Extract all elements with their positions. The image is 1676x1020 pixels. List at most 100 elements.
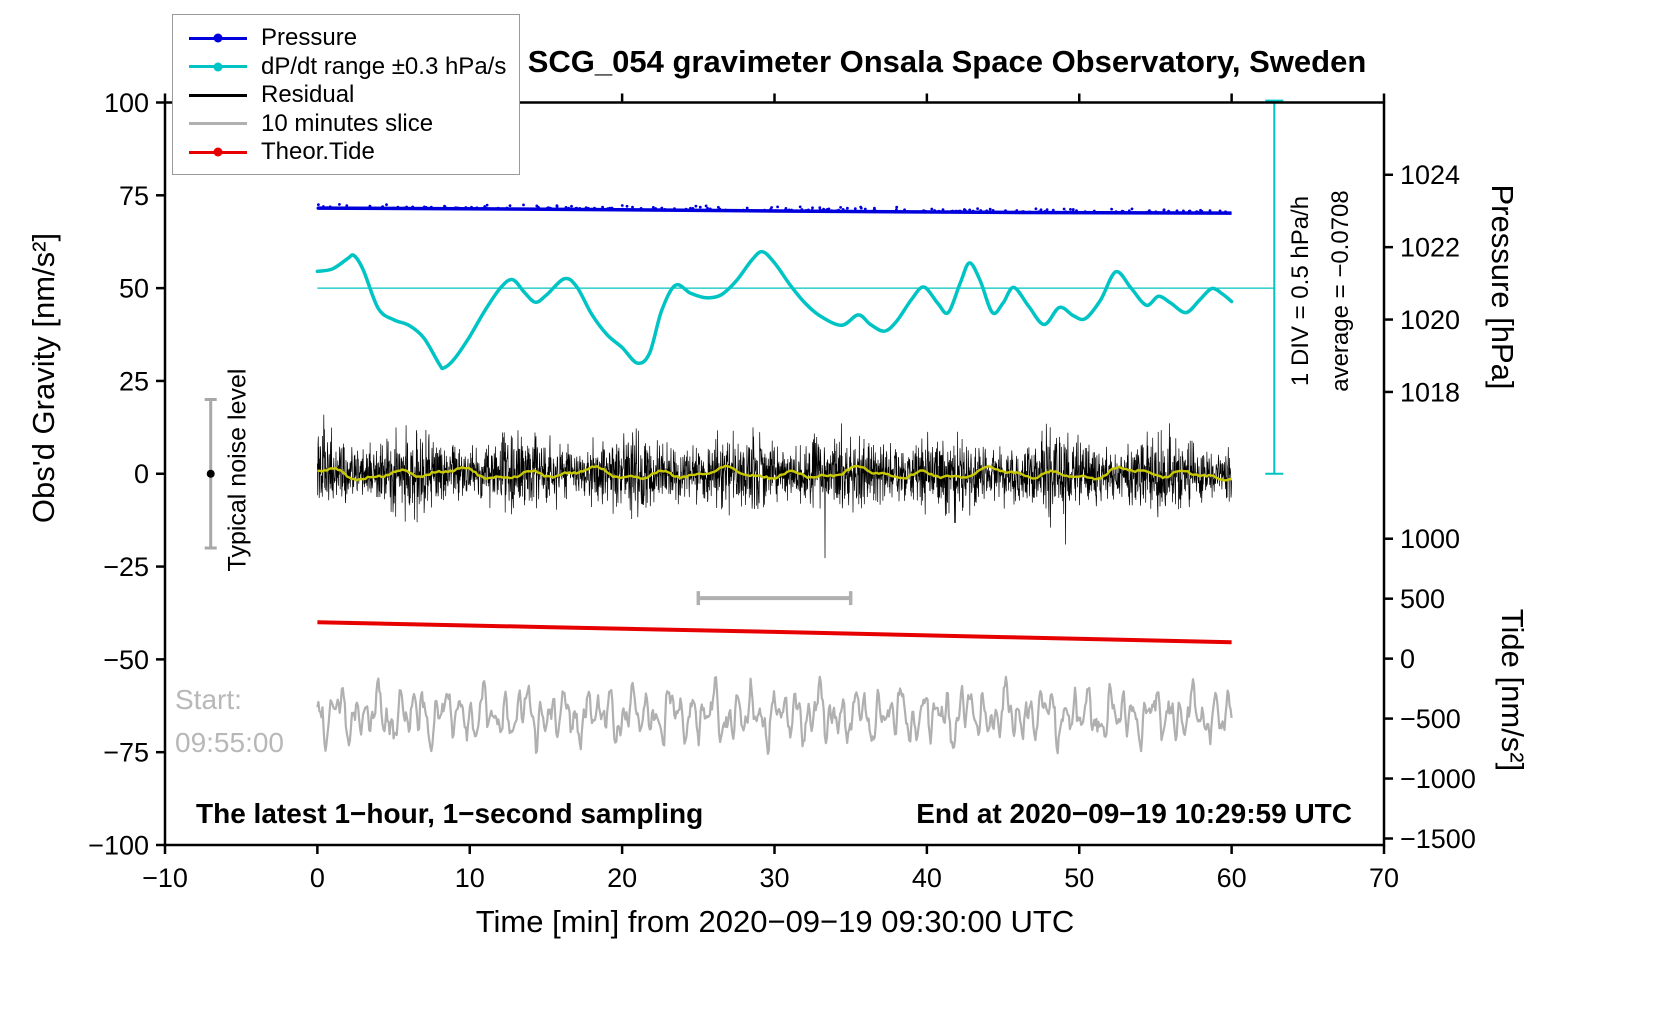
y-right-tick-label-tide: 500 — [1400, 584, 1445, 614]
pressure-sample-dot — [631, 205, 634, 209]
pressure-sample-dot — [1039, 208, 1043, 212]
legend-marker-line — [189, 122, 247, 126]
pressure-sample-dot — [1056, 211, 1060, 214]
pressure-sample-dot — [1195, 210, 1198, 214]
pressure-sample-dot — [776, 205, 779, 209]
legend-item-label: dP/dt range ±0.3 hPa/s — [261, 52, 507, 80]
pressure-sample-dot — [325, 206, 329, 210]
y-left-tick-label: 0 — [134, 459, 149, 489]
pressure-sample-dot — [1162, 208, 1166, 212]
pressure-sample-dot — [1204, 211, 1207, 215]
pressure-sample-dot — [1208, 209, 1212, 213]
pressure-sample-dot — [417, 207, 421, 210]
pressure-sample-dot — [421, 206, 425, 210]
pressure-sample-dot — [663, 208, 667, 211]
pressure-sample-dot — [1157, 211, 1161, 215]
pressure-sample-dot — [625, 204, 629, 208]
pressure-sample-dot — [770, 206, 773, 209]
pressure-sample-dot — [370, 206, 374, 210]
pressure-sample-dot — [708, 207, 712, 211]
pressure-sample-dot — [1045, 208, 1049, 212]
pressure-sample-dot — [1165, 211, 1169, 215]
pressure-sample-dot — [756, 209, 760, 213]
legend-item-label: Residual — [261, 81, 355, 109]
pressure-sample-dot — [991, 209, 995, 212]
legend-marker-dot — [213, 147, 223, 157]
pressure-sample-dot — [985, 209, 989, 213]
pressure-sample-dot — [810, 208, 814, 212]
pressure-sample-dot — [694, 204, 698, 208]
pressure-sample-dot — [1092, 209, 1096, 213]
pressure-sample-dot — [1218, 209, 1222, 213]
pressure-sample-dot — [1051, 208, 1055, 212]
pressure-sample-dot — [923, 209, 927, 213]
pressure-sample-dot — [988, 210, 992, 214]
pressure-sample-dot — [1086, 211, 1090, 215]
pressure-sample-dot — [1224, 210, 1227, 214]
pressure-sample-dot — [464, 207, 468, 210]
legend: Pressure dP/dt range ±0.3 hPa/s Residual 10… — [172, 14, 520, 175]
pressure-sample-dot — [951, 209, 954, 213]
pressure-sample-dot — [1025, 211, 1029, 214]
pressure-sample-dot — [1043, 210, 1047, 213]
pressure-sample-dot — [918, 210, 922, 214]
pressure-sample-dot — [1012, 210, 1016, 214]
pressure-sample-dot — [496, 206, 500, 210]
series-residual — [317, 414, 1232, 559]
pressure-sample-dot — [1127, 209, 1131, 213]
pressure-sample-dot — [575, 206, 578, 210]
pressure-sample-dot — [651, 206, 655, 209]
pressure-sample-dot — [317, 203, 320, 207]
pressure-sample-dot — [433, 207, 437, 210]
legend-marker-dot — [213, 33, 223, 43]
pressure-sample-dot — [835, 209, 838, 213]
pressure-sample-dot — [823, 208, 827, 212]
legend-item: 10 minutes slice — [173, 110, 519, 139]
pressure-sample-dot — [804, 209, 808, 212]
pressure-sample-dot — [405, 205, 408, 209]
y-left-tick-label: −100 — [88, 830, 149, 860]
pressure-sample-dot — [724, 208, 728, 212]
y-left-tick-label: −25 — [103, 552, 149, 582]
average-value-label: average = −0.0708 — [1327, 190, 1354, 392]
pressure-sample-dot — [319, 206, 323, 210]
pressure-sample-dot — [1072, 211, 1076, 215]
x-tick-label: −10 — [142, 863, 188, 893]
pressure-sample-dot — [424, 206, 428, 209]
pressure-sample-dot — [1117, 211, 1120, 214]
y-left-tick-label: 50 — [119, 274, 149, 304]
y-right-tick-label-tide: 0 — [1400, 644, 1415, 674]
pressure-sample-dot — [818, 206, 822, 210]
pressure-sample-dot — [892, 210, 896, 214]
pressure-sample-dot — [681, 208, 684, 212]
pressure-sample-dot — [930, 207, 934, 211]
pressure-sample-dot — [528, 207, 532, 211]
pressure-sample-dot — [660, 206, 664, 210]
pressure-sample-dot — [641, 208, 645, 212]
pressure-sample-dot — [316, 206, 320, 210]
end-time-note: End at 2020−09−19 10:29:59 UTC — [916, 798, 1352, 829]
pressure-sample-dot — [971, 209, 975, 213]
pressure-sample-dot — [937, 209, 941, 213]
pressure-sample-dot — [1208, 211, 1211, 215]
pressure-sample-dot — [411, 205, 415, 209]
legend-marker-line — [189, 147, 247, 157]
pressure-sample-dot — [763, 208, 766, 212]
pressure-sample-dot — [374, 206, 377, 210]
pressure-sample-dot — [774, 209, 778, 212]
pressure-sample-dot — [356, 206, 359, 210]
pressure-sample-dot — [768, 209, 772, 212]
pressure-sample-dot — [594, 207, 598, 211]
pressure-sample-dot — [402, 206, 406, 210]
pressure-sample-dot — [383, 207, 387, 210]
pressure-sample-dot — [691, 207, 695, 210]
y-right-tick-label-pressure: 1018 — [1400, 377, 1460, 407]
pressure-sample-dot — [705, 209, 708, 212]
pressure-sample-dot — [1028, 210, 1032, 214]
noise-level-dot — [206, 469, 215, 478]
legend-marker-line — [189, 93, 247, 97]
y-right-tick-label-tide: −500 — [1400, 704, 1461, 734]
pressure-sample-dot — [338, 203, 341, 206]
pressure-sample-dot — [968, 208, 972, 212]
pressure-sample-dot — [798, 205, 802, 209]
